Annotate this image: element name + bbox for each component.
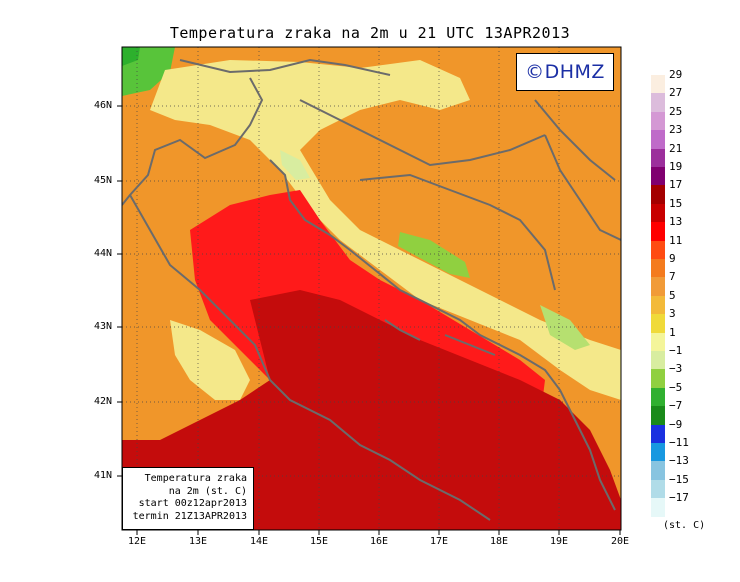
legend-label: −3: [669, 362, 683, 376]
info-line: termin 21Z13APR2013: [132, 510, 247, 522]
lon-label: 14E: [249, 536, 269, 547]
lon-label: 12E: [127, 536, 147, 547]
legend-label: 19: [669, 160, 683, 173]
italy-coastline: [122, 77, 264, 206]
legend-label: 15: [669, 196, 683, 210]
map-title: Temperatura zraka na 2m u 21 UTC 13APR20…: [169, 24, 571, 42]
lat-label: 45N: [94, 175, 113, 186]
legend-label: 27: [669, 86, 683, 100]
legend-label: −13: [669, 454, 689, 468]
legend-label: −11: [669, 436, 689, 449]
lon-label: 20E: [610, 536, 630, 547]
legend-swatch: [651, 443, 665, 462]
legend-label: 1: [669, 325, 676, 339]
legend-label: 11: [669, 233, 683, 247]
map-frame: [121, 46, 622, 531]
legend-label: 13: [669, 215, 683, 229]
legend-swatch: [651, 148, 665, 167]
lat-label: 46N: [94, 100, 113, 111]
legend-swatch: [651, 498, 665, 517]
legend-swatch: [651, 351, 665, 370]
lon-label: 16E: [369, 536, 389, 547]
legend-label: 29: [669, 68, 683, 81]
legend-label: −17: [669, 491, 689, 505]
legend-swatch: [651, 461, 665, 480]
balkan-coastline: [269, 159, 616, 511]
lat-label: 42N: [94, 396, 113, 407]
legend-swatch: [651, 259, 665, 278]
lon-label: 18E: [489, 536, 509, 547]
legend-label: −9: [669, 417, 683, 431]
legend-swatch: [651, 111, 665, 131]
legend-unit: (st. C): [663, 520, 706, 531]
lon-label: 19E: [549, 536, 569, 547]
legend-swatch: [651, 222, 665, 241]
legend-swatch: [651, 314, 665, 333]
legend-swatch: [651, 277, 665, 296]
legend-label: 21: [669, 141, 683, 155]
legend-swatch: [651, 295, 665, 315]
legend-label: 17: [669, 178, 683, 192]
legend-swatch: [651, 406, 665, 425]
legend-label: 25: [669, 104, 683, 118]
legend-swatch: [651, 185, 665, 204]
legend-label: −7: [669, 399, 683, 413]
legend-swatch: [651, 424, 665, 443]
legend-label: 23: [669, 123, 683, 137]
lat-label: 44N: [94, 248, 113, 259]
legend-swatch: [651, 369, 665, 388]
info-line: Temperatura zraka: [144, 473, 247, 484]
info-line: start 00z12apr2013: [138, 498, 247, 509]
lat-label: 43N: [94, 321, 113, 332]
legend-swatch: [651, 479, 665, 499]
legend-swatch: [651, 130, 665, 149]
legend-label: −5: [669, 380, 683, 394]
legend-swatch: [651, 167, 665, 186]
lon-label: 13E: [188, 536, 208, 547]
dhmz-logo: ©DHMZ: [516, 53, 614, 91]
lon-label: 15E: [309, 536, 329, 547]
land-yellow-band: [150, 60, 621, 400]
lat-label: 41N: [94, 470, 113, 481]
legend-label: −1: [669, 344, 683, 357]
legend-swatch: [651, 387, 665, 407]
legend-label: 9: [669, 252, 676, 265]
legend-label: −15: [669, 472, 689, 486]
lon-label: 17E: [429, 536, 449, 547]
legend-swatch: [651, 93, 665, 112]
legend-label: 7: [669, 270, 676, 284]
info-line: na 2m (st. C): [168, 485, 247, 497]
legend-label: 3: [669, 307, 676, 321]
info-box: Temperatura zraka na 2m (st. C) start 00…: [122, 467, 254, 530]
legend-swatch: [651, 75, 665, 94]
legend-swatch: [651, 332, 665, 351]
legend-label: 5: [669, 288, 676, 302]
legend-swatch: [651, 203, 665, 223]
legend-swatch: [651, 240, 665, 259]
